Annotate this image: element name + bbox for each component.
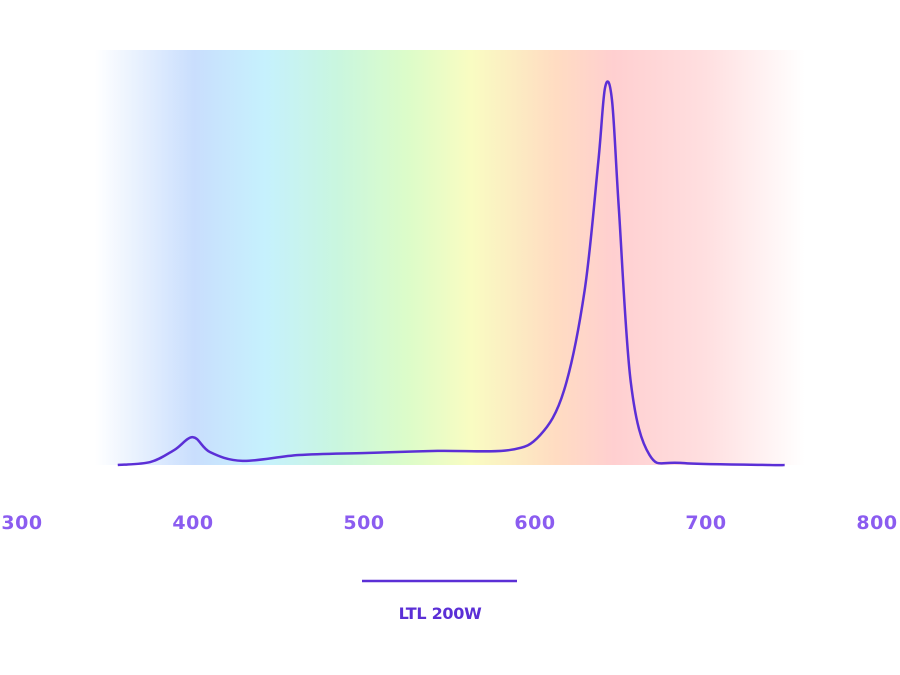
- x-tick-label: 700: [685, 512, 726, 534]
- series-line: [117, 80, 785, 467]
- x-tick-label: 500: [343, 512, 384, 534]
- x-tick-label: 300: [1, 512, 42, 534]
- x-tick-label: 800: [856, 512, 897, 534]
- legend-label: LTL 200W: [399, 604, 483, 623]
- spectrum-background: [95, 50, 805, 465]
- x-tick-label: 400: [172, 512, 213, 534]
- x-tick-label: 600: [514, 512, 555, 534]
- plot: 300 400 500 600 700 800 LTL 200W: [1, 80, 897, 623]
